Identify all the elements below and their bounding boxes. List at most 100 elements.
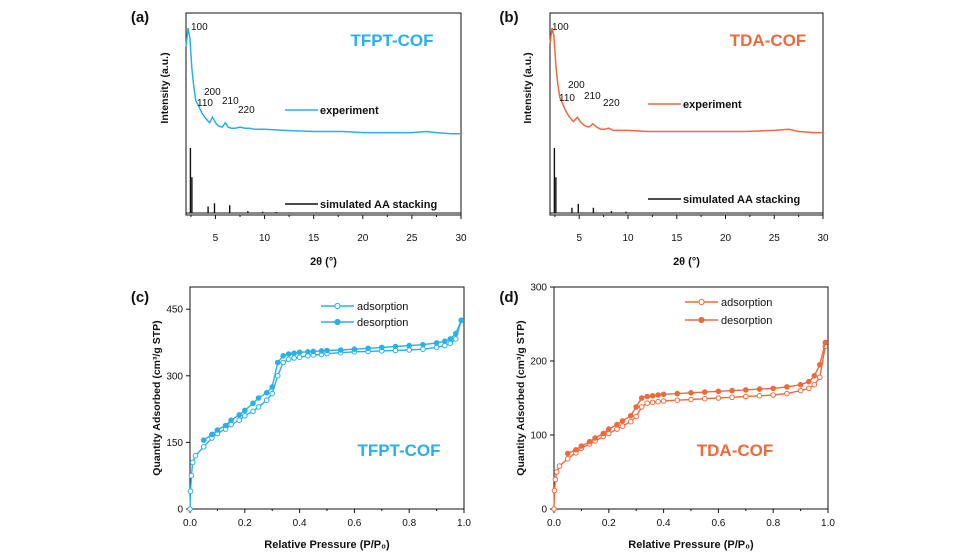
x-tick-label: 1.0: [821, 518, 835, 529]
adsorption-point: [189, 459, 196, 466]
adsorption-point: [269, 390, 276, 397]
legend-label-simulated: simulated AA stacking: [683, 194, 800, 206]
adsorption-point: [817, 374, 823, 381]
adsorption-point: [743, 393, 749, 400]
desorption-point: [442, 338, 448, 345]
x-tick-label: 0.4: [293, 518, 307, 529]
plot-frame: [189, 286, 465, 510]
desorption-point: [280, 353, 287, 359]
desorption-point: [228, 417, 234, 424]
panel-label: (d): [499, 289, 518, 306]
peak-label-100: 100: [191, 22, 208, 33]
legend-label-experiment: experiment: [683, 99, 742, 111]
adsorption-point: [236, 417, 243, 424]
desorption-point: [406, 342, 413, 349]
x-axis-label: Relative Pressure (P/P₀): [264, 539, 390, 551]
desorption-point: [296, 349, 303, 356]
chart-title: TFPT-COF: [357, 441, 440, 460]
adsorption-curve: [553, 346, 826, 510]
desorption-point: [619, 418, 626, 424]
adsorption-point: [433, 344, 440, 351]
adsorption-point: [447, 340, 454, 347]
desorption-point: [269, 384, 276, 390]
adsorption-point: [806, 385, 812, 392]
panel-label: (c): [131, 289, 149, 306]
desorption-point: [701, 389, 708, 395]
desorption-point: [274, 359, 281, 366]
legend-label-adsorption: adsorption: [357, 301, 408, 313]
chart-title: TDA-COF: [730, 31, 806, 50]
adsorption-point: [633, 413, 640, 420]
legend-marker-adsorption: [698, 298, 705, 306]
chart-panel-3: (c) 0.0 0.2 0.4 0.6 0.8 1.0 Relative Pressure (…: [131, 286, 471, 551]
adsorption-point: [280, 359, 287, 366]
adsorption-point: [614, 426, 620, 432]
adsorption-point: [644, 400, 651, 407]
desorption-point: [784, 384, 790, 390]
desorption-point: [633, 404, 640, 410]
adsorption-point: [655, 398, 661, 405]
x-tick-label: 0.6: [711, 518, 725, 529]
desorption-point: [305, 349, 311, 355]
desorption-point: [236, 412, 243, 418]
adsorption-point: [564, 455, 571, 462]
adsorption-point: [263, 397, 270, 404]
desorption-point: [324, 347, 330, 354]
desorption-point: [263, 389, 270, 396]
desorption-point: [420, 341, 426, 348]
panel-label: (b): [499, 9, 518, 26]
legend-label-adsorption: adsorption: [721, 297, 772, 309]
desorption-point: [255, 395, 262, 401]
legend-label-experiment: experiment: [320, 105, 379, 117]
y-tick-label: 0: [177, 505, 183, 516]
adsorption-point: [627, 418, 634, 425]
desorption-point: [660, 391, 667, 398]
adsorption-point: [660, 398, 667, 404]
legend-label-simulated: simulated AA stacking: [320, 199, 437, 211]
y-tick-label: 300: [530, 283, 547, 294]
x-axis-label: 2θ (°): [673, 256, 700, 268]
x-tick-label: 1.0: [457, 518, 471, 529]
desorption-point: [606, 426, 612, 432]
panel-label: (a): [131, 9, 149, 26]
peak-label-200: 200: [568, 80, 585, 91]
peak-label-220: 220: [238, 105, 255, 116]
experiment-curve: [549, 27, 823, 134]
y-tick-label: 150: [166, 438, 183, 449]
x-tick-label: 0.2: [238, 518, 252, 529]
adsorption-point: [187, 506, 193, 512]
desorption-point: [209, 431, 215, 438]
desorption-point: [291, 350, 297, 357]
adsorption-point: [797, 387, 804, 394]
legend-marker-desorption: [334, 318, 341, 326]
desorption-point: [756, 386, 763, 392]
adsorption-point: [715, 395, 722, 401]
y-tick-label: 200: [530, 357, 547, 368]
y-axis-label: Quantity Adsorbed (cm³/g STP): [515, 320, 527, 475]
desorption-point: [453, 330, 459, 337]
desorption-point: [655, 392, 661, 398]
adsorption-point: [291, 355, 297, 361]
y-axis-label: Intensity (a.u.): [159, 52, 171, 123]
x-axis-label: Relative Pressure (P/P₀): [628, 539, 754, 551]
adsorption-point: [688, 396, 694, 403]
adsorption-point: [188, 472, 195, 479]
desorption-point: [627, 413, 634, 419]
adsorption-point: [619, 423, 626, 429]
desorption-point: [564, 450, 571, 457]
adsorption-point: [674, 397, 681, 404]
x-tick-label: 30: [817, 233, 829, 244]
desorption-point: [811, 373, 818, 379]
y-tick-label: 0: [541, 505, 547, 516]
desorption-point: [817, 361, 823, 368]
peak-label-110: 110: [559, 93, 575, 104]
adsorption-point: [784, 390, 790, 397]
legend-label-desorption: desorption: [357, 317, 408, 329]
x-tick-label: 0.4: [657, 518, 671, 529]
desorption-point: [200, 437, 207, 444]
desorption-curve: [203, 320, 462, 441]
desorption-point: [806, 378, 812, 385]
chart-panel-4: (d) 0.0 0.2 0.4 0.6 0.8 1.0 Relative Pressure (…: [499, 283, 835, 552]
legend-label-desorption: desorption: [721, 315, 772, 327]
adsorption-point: [770, 392, 777, 398]
